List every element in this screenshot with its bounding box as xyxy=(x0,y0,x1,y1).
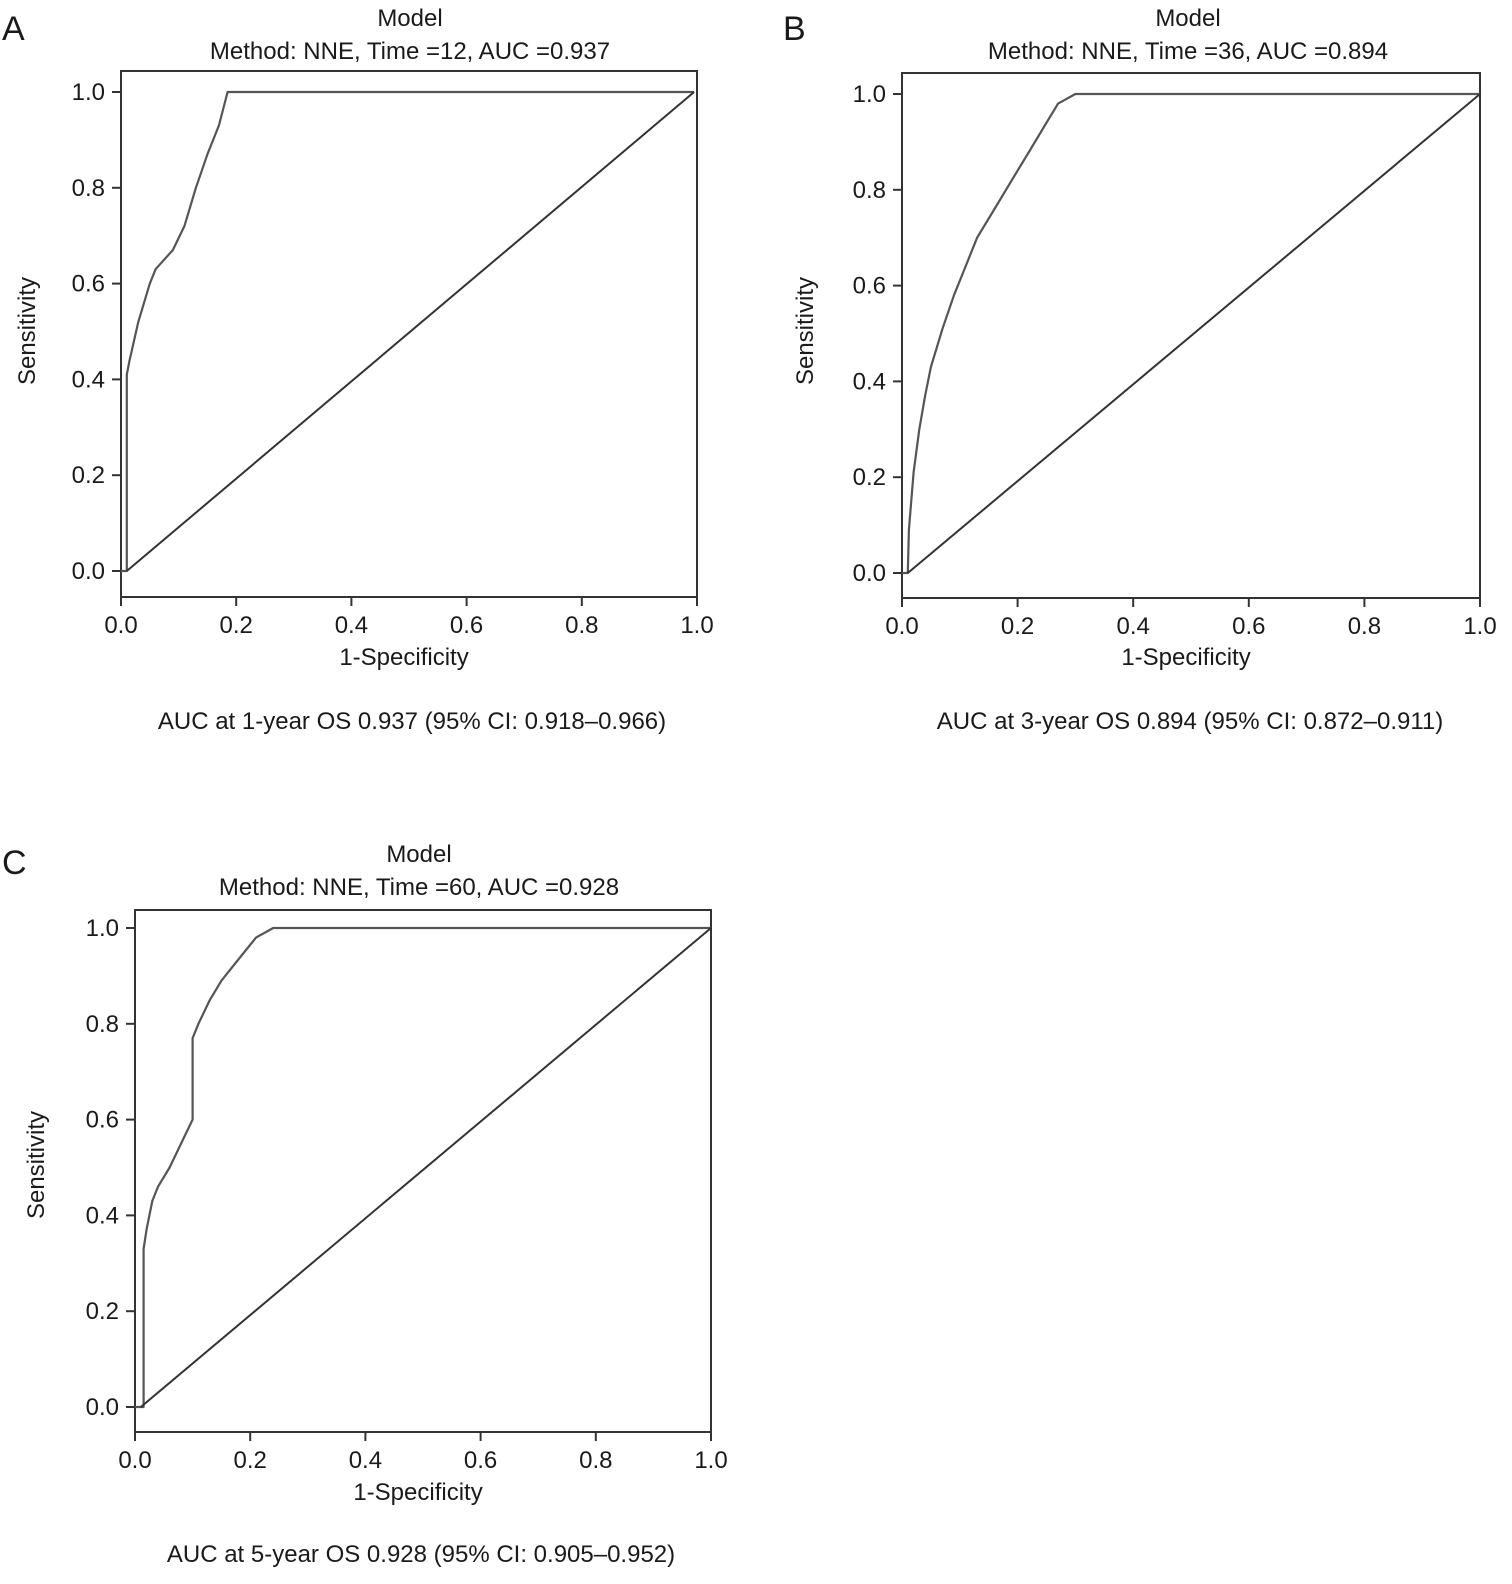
y-tick-label: 1.0 xyxy=(72,79,105,106)
x-axis-label: 1-Specificity xyxy=(1121,644,1250,671)
y-tick-label: 0.4 xyxy=(86,1202,119,1229)
x-tick-label: 0.4 xyxy=(335,612,368,639)
x-tick-label: 1.0 xyxy=(1463,613,1496,640)
y-tick-label: 0.2 xyxy=(86,1298,119,1325)
y-tick-label: 1.0 xyxy=(86,915,119,942)
y-axis-label: Sensitivity xyxy=(23,1111,50,1219)
x-tick-label: 0.8 xyxy=(1348,613,1381,640)
y-tick-label: 0.6 xyxy=(853,273,886,300)
x-tick-label: 0.4 xyxy=(1117,613,1150,640)
x-axis-label: 1-Specificity xyxy=(353,1479,482,1506)
chart-title: Model xyxy=(1155,5,1220,32)
roc-curve xyxy=(902,92,1480,575)
roc-curve xyxy=(135,926,711,1409)
x-tick-label: 0.0 xyxy=(118,1447,151,1474)
y-tick-label: 0.4 xyxy=(853,368,886,395)
y-tick-label: 0.4 xyxy=(72,366,105,393)
x-tick-label: 0.8 xyxy=(565,612,598,639)
y-axis-label: Sensitivity xyxy=(14,277,41,385)
panel-letter: B xyxy=(783,10,806,48)
y-tick-label: 0.8 xyxy=(86,1011,119,1038)
y-tick-label: 0.8 xyxy=(853,177,886,204)
y-tick-label: 0.6 xyxy=(86,1107,119,1134)
y-tick-label: 0.0 xyxy=(86,1394,119,1421)
x-tick-label: 0.4 xyxy=(349,1447,382,1474)
x-tick-label: 0.2 xyxy=(220,612,253,639)
y-axis-label: Sensitivity xyxy=(792,277,819,385)
x-tick-label: 0.0 xyxy=(104,612,137,639)
x-tick-label: 0.6 xyxy=(1232,613,1265,640)
x-tick-label: 0.8 xyxy=(579,1447,612,1474)
x-tick-label: 0.0 xyxy=(885,613,918,640)
y-tick-label: 0.2 xyxy=(72,462,105,489)
auc-caption: AUC at 3-year OS 0.894 (95% CI: 0.872–0.… xyxy=(937,708,1444,735)
y-tick-label: 0.0 xyxy=(72,558,105,585)
roc-panel-a: A Model Method: NNE, Time =12, AUC =0.937 0… xyxy=(2,5,714,735)
y-tick-label: 1.0 xyxy=(853,81,886,108)
x-tick-label: 0.6 xyxy=(464,1447,497,1474)
chart-title: Model xyxy=(377,5,442,32)
chart-subtitle: Method: NNE, Time =12, AUC =0.937 xyxy=(210,38,610,65)
x-tick-label: 0.6 xyxy=(450,612,483,639)
plot-frame xyxy=(120,70,698,598)
auc-caption: AUC at 1-year OS 0.937 (95% CI: 0.918–0.… xyxy=(158,708,666,735)
chart-title: Model xyxy=(386,841,451,868)
x-tick-label: 0.2 xyxy=(1001,613,1034,640)
chart-subtitle: Method: NNE, Time =60, AUC =0.928 xyxy=(219,874,619,901)
roc-curve xyxy=(121,90,695,573)
chart-subtitle: Method: NNE, Time =36, AUC =0.894 xyxy=(988,38,1388,65)
plot-frame xyxy=(134,909,712,1433)
x-axis-label: 1-Specificity xyxy=(339,644,468,671)
x-tick-label: 1.0 xyxy=(694,1447,727,1474)
plot-frame xyxy=(901,72,1481,599)
y-tick-label: 0.2 xyxy=(853,464,886,491)
roc-panel-b: B Model Method: NNE, Time =36, AUC =0.894 0… xyxy=(783,5,1497,735)
auc-caption: AUC at 5-year OS 0.928 (95% CI: 0.905–0.… xyxy=(167,1541,675,1568)
roc-panel-c: C Model Method: NNE, Time =60, AUC =0.928 0… xyxy=(2,841,728,1568)
reference-diagonal xyxy=(140,927,712,1408)
y-tick-label: 0.8 xyxy=(72,175,105,202)
x-tick-label: 0.2 xyxy=(234,1447,267,1474)
reference-diagonal xyxy=(907,93,1481,574)
panel-letter: C xyxy=(2,844,27,882)
y-tick-label: 0.6 xyxy=(72,271,105,298)
reference-diagonal xyxy=(126,91,695,572)
panel-letter: A xyxy=(2,10,25,48)
x-tick-label: 1.0 xyxy=(680,612,713,639)
y-tick-label: 0.0 xyxy=(853,560,886,587)
